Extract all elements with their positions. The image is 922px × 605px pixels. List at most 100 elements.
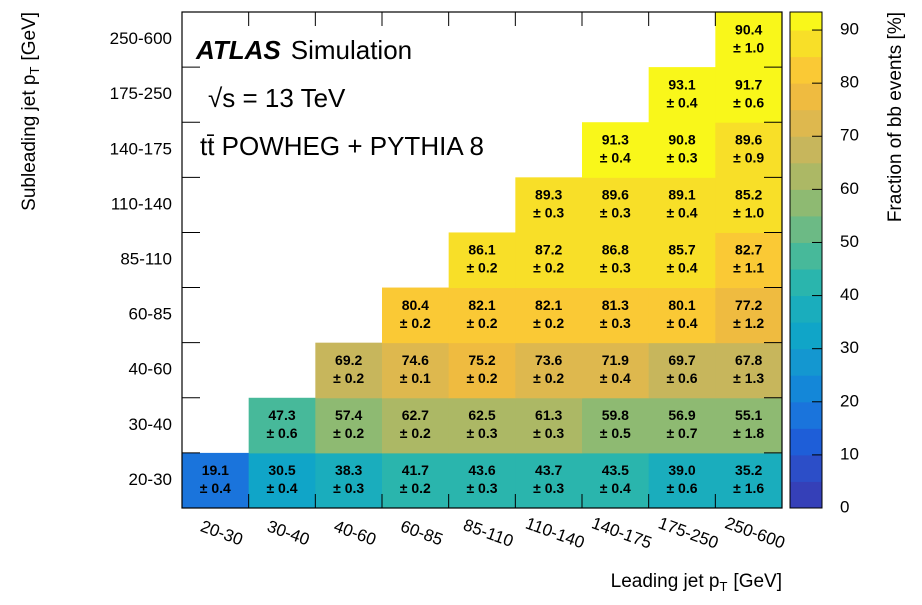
x-label-text: Leading jet p — [611, 571, 720, 592]
cell-value: 82.7 — [735, 242, 762, 258]
cell-value: 69.2 — [335, 352, 362, 368]
cell-error: ± 0.5 — [600, 425, 631, 441]
cell-error: ± 0.3 — [533, 425, 564, 441]
cell-error: ± 1.2 — [733, 315, 764, 331]
cell-value: 81.3 — [602, 297, 629, 313]
cell-value: 85.7 — [668, 242, 695, 258]
y-label-unit: [GeV] — [19, 12, 40, 61]
cell-error: ± 0.1 — [400, 370, 431, 386]
cell-value: 59.8 — [602, 407, 629, 423]
cell — [515, 342, 583, 399]
cell-value: 89.1 — [668, 187, 695, 203]
cell-error: ± 0.4 — [666, 315, 697, 331]
colorbar-tick-label: 10 — [840, 444, 859, 463]
cell — [448, 397, 516, 454]
cell — [248, 452, 316, 509]
energy-label: √s = 13 TeV — [208, 83, 346, 113]
cell — [648, 122, 716, 178]
cell-error: ± 0.3 — [533, 205, 564, 221]
cell-error: ± 0.3 — [466, 425, 497, 441]
colorbar-band — [790, 454, 822, 482]
sample-label: tt̄ POWHEG + PYTHIA 8 — [200, 131, 484, 161]
cell-value: 90.8 — [668, 131, 695, 147]
colorbar-band — [790, 428, 822, 456]
cell-error: ± 0.6 — [666, 370, 697, 386]
cell — [448, 452, 516, 509]
cell — [448, 232, 516, 289]
colorbar-tick-label: 90 — [840, 20, 859, 39]
cell-value: 90.4 — [735, 21, 762, 37]
cell — [582, 287, 650, 344]
cell — [648, 452, 716, 509]
x-tick-label: 20-30 — [198, 517, 245, 550]
x-tick-label: 140-175 — [589, 513, 654, 552]
cell-error: ± 0.4 — [266, 480, 297, 496]
colorbar-tick-label: 70 — [840, 126, 859, 145]
cell — [515, 177, 583, 233]
y-tick-label: 40-60 — [129, 360, 172, 379]
colorbar-tick-label: 0 — [840, 497, 849, 516]
y-tick-label: 140-175 — [110, 139, 172, 158]
y-tick-label: 250-600 — [110, 29, 172, 48]
cell-error: ± 0.2 — [466, 260, 497, 276]
cell — [448, 342, 516, 399]
y-tick-label: 20-30 — [129, 470, 172, 489]
cell — [582, 397, 650, 454]
x-tick-label: 250-600 — [722, 513, 787, 552]
cell-value: 86.1 — [468, 242, 495, 258]
cell — [182, 452, 250, 509]
cell — [648, 177, 716, 233]
cell-error: ± 1.0 — [733, 39, 764, 55]
cell — [382, 397, 450, 454]
cell — [248, 397, 316, 454]
cell-error: ± 0.4 — [666, 260, 697, 276]
colorbar-band — [790, 215, 822, 243]
cell-value: 55.1 — [735, 407, 762, 423]
cell-value: 80.1 — [668, 297, 695, 313]
cell-value: 39.0 — [668, 462, 695, 478]
cell-value: 47.3 — [268, 407, 295, 423]
cell-value: 89.6 — [602, 187, 629, 203]
cell-error: ± 1.0 — [733, 205, 764, 221]
cell-error: ± 0.3 — [600, 260, 631, 276]
cell-error: ± 0.6 — [666, 480, 697, 496]
cell-error: ± 1.1 — [733, 260, 764, 276]
cell-error: ± 0.2 — [466, 315, 497, 331]
x-tick-label: 85-110 — [461, 515, 516, 551]
cell-error: ± 0.7 — [666, 425, 697, 441]
cell-error: ± 0.3 — [666, 149, 697, 165]
cell-value: 73.6 — [535, 352, 562, 368]
cell-error: ± 0.9 — [733, 149, 764, 165]
y-tick-label: 175-250 — [110, 84, 172, 103]
colorbar-band — [790, 375, 822, 403]
x-tick-label: 40-60 — [331, 517, 378, 550]
colorbar-band — [790, 30, 822, 58]
cell-value: 93.1 — [668, 76, 695, 92]
cell — [382, 452, 450, 509]
cell-error: ± 0.3 — [600, 315, 631, 331]
colorbar-tick-label: 50 — [840, 232, 859, 251]
cell-error: ± 0.2 — [466, 370, 497, 386]
x-tick-label: 175-250 — [656, 513, 721, 552]
cell-value: 67.8 — [735, 352, 762, 368]
cell — [582, 232, 650, 289]
cell — [448, 287, 516, 344]
colorbar-band — [790, 242, 822, 270]
cell-value: 71.9 — [602, 352, 629, 368]
y-tick-label: 60-85 — [129, 305, 172, 324]
cell-value: 41.7 — [402, 462, 429, 478]
cell — [515, 232, 583, 289]
cell — [648, 287, 716, 344]
cell-value: 87.2 — [535, 242, 562, 258]
colorbar-band — [790, 322, 822, 350]
cell-error: ± 0.4 — [666, 94, 697, 110]
cell-error: ± 0.2 — [533, 260, 564, 276]
colorbar-band — [790, 401, 822, 429]
cell — [648, 342, 716, 399]
cell-value: 38.3 — [335, 462, 362, 478]
cell-value: 77.2 — [735, 297, 762, 313]
cell — [515, 287, 583, 344]
colorbar-tick-label: 60 — [840, 179, 859, 198]
cell-error: ± 1.3 — [733, 370, 764, 386]
cell-error: ± 0.4 — [600, 370, 631, 386]
